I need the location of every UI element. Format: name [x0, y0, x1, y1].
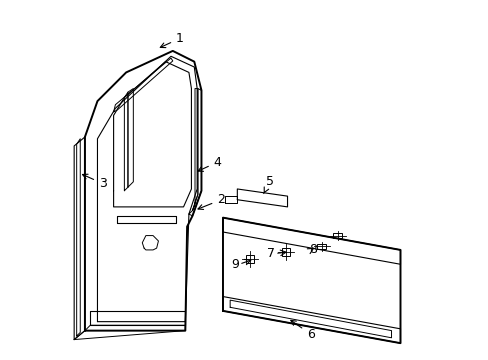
- Text: 7: 7: [267, 247, 275, 260]
- Text: 3: 3: [82, 174, 106, 190]
- Text: 1: 1: [160, 32, 183, 48]
- Text: 8: 8: [308, 243, 316, 256]
- Text: 4: 4: [198, 156, 221, 171]
- Text: 2: 2: [198, 193, 224, 210]
- Text: 6: 6: [290, 320, 314, 341]
- Text: 9: 9: [231, 258, 239, 271]
- Text: 5: 5: [263, 175, 273, 194]
